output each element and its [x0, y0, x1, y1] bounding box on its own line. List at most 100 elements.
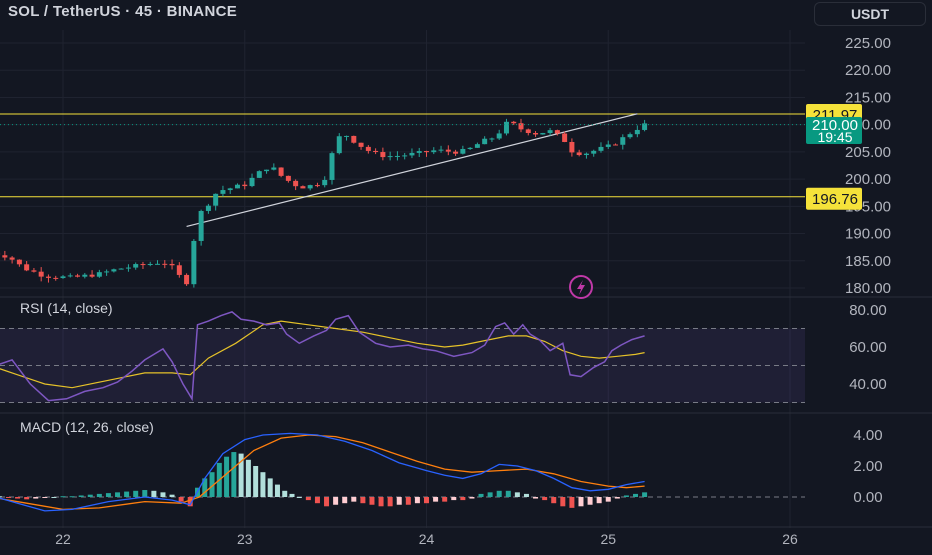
candle-body [598, 147, 603, 151]
candle-body [395, 156, 400, 157]
candle-body [46, 277, 51, 278]
macd-histogram-bar [246, 460, 251, 497]
macd-histogram-bar [142, 490, 147, 497]
candle-body [170, 264, 175, 265]
candle-body [351, 136, 356, 143]
macd-histogram-bar [388, 497, 393, 506]
candle-body [562, 134, 567, 142]
candle-body [293, 181, 298, 186]
candle-body [591, 151, 596, 154]
symbol-title[interactable]: SOL / TetherUS · 45 · BINANCE [8, 3, 237, 20]
macd-histogram-bar [415, 497, 420, 503]
candle-body [17, 260, 22, 265]
candle-body [177, 265, 182, 275]
macd-histogram-bar [633, 494, 638, 497]
macd-histogram-bar [615, 497, 620, 499]
macd-histogram-bar [460, 497, 465, 500]
macd-signal-line [0, 435, 645, 509]
candle-body [315, 185, 320, 186]
candle-body [242, 185, 247, 186]
candle-body [220, 190, 225, 194]
macd-histogram-bar [42, 497, 47, 498]
candle-body [446, 150, 451, 152]
macd-histogram-bar [6, 497, 11, 498]
macd-histogram-bar [15, 497, 20, 499]
candle-body [475, 144, 480, 148]
macd-histogram-bar [560, 497, 565, 506]
macd-histogram-bar [179, 497, 184, 502]
candle-body [191, 241, 196, 284]
trendline [187, 114, 638, 227]
rsi-tick-label: 40.00 [849, 376, 887, 393]
candle-body [628, 134, 633, 137]
candle-body [548, 130, 553, 133]
x-tick-label: 23 [237, 531, 253, 547]
macd-histogram-bar [406, 497, 411, 505]
macd-histogram-bar [433, 497, 438, 502]
price-tick-label: 215.00 [845, 89, 891, 106]
macd-histogram-bar [115, 492, 120, 497]
grid [0, 30, 932, 528]
macd-histogram-bar [124, 492, 129, 497]
macd-histogram-bar [451, 497, 456, 500]
candle-body [526, 129, 531, 133]
macd-histogram-bar [253, 466, 258, 497]
macd-histogram-bar [97, 494, 102, 497]
macd-histogram-bar [424, 497, 429, 503]
rsi-pane[interactable] [0, 312, 805, 403]
candle-body [257, 171, 262, 178]
macd-histogram-bar [79, 495, 84, 497]
candle-body [264, 170, 269, 171]
macd-histogram-bar [469, 497, 474, 499]
candle-body [417, 151, 422, 153]
candle-body [540, 133, 545, 134]
macd-histogram-bar [533, 497, 538, 499]
candle-body [431, 150, 436, 152]
rsi-label[interactable]: RSI (14, close) [20, 300, 113, 316]
candle-body [82, 275, 87, 277]
candle-body [453, 152, 458, 154]
x-tick-label: 26 [782, 531, 798, 547]
candle-body [286, 176, 291, 181]
price-tick-label: 185.00 [845, 253, 891, 270]
price-tick-label: 180.00 [845, 280, 891, 297]
candle-body [104, 271, 109, 272]
macd-histogram-bar [133, 491, 138, 497]
macd-histogram-bar [624, 495, 629, 497]
candle-body [606, 145, 611, 147]
candle-body [90, 275, 95, 277]
macd-histogram-bar [282, 491, 287, 497]
macd-histogram-bar [275, 485, 280, 497]
candle-body [119, 269, 124, 270]
macd-pane[interactable] [0, 433, 805, 511]
candle-body [31, 270, 36, 271]
macd-histogram-bar [606, 497, 611, 502]
candle-body [97, 272, 102, 277]
macd-histogram-bar [369, 497, 374, 505]
macd-histogram-bar [379, 497, 384, 506]
macd-histogram-bar [442, 497, 447, 502]
macd-histogram-bar [61, 496, 66, 497]
alert-icon [570, 276, 592, 298]
candle-body [61, 276, 66, 278]
currency-unit-button[interactable]: USDT [814, 2, 926, 26]
candle-body [468, 148, 473, 149]
macd-tick-label: 2.00 [853, 458, 882, 475]
candle-body [577, 152, 582, 155]
candle-body [228, 188, 233, 190]
candle-body [402, 155, 407, 156]
candle-body [140, 264, 145, 265]
candle-body [162, 264, 167, 265]
macd-histogram-bar [479, 494, 484, 497]
x-tick-label: 25 [600, 531, 616, 547]
candle-body [111, 269, 116, 271]
macd-label[interactable]: MACD (12, 26, close) [20, 419, 154, 435]
macd-histogram-bar [588, 497, 593, 505]
candle-body [620, 137, 625, 145]
candle-body [460, 149, 465, 154]
macd-histogram-bar [106, 493, 111, 497]
